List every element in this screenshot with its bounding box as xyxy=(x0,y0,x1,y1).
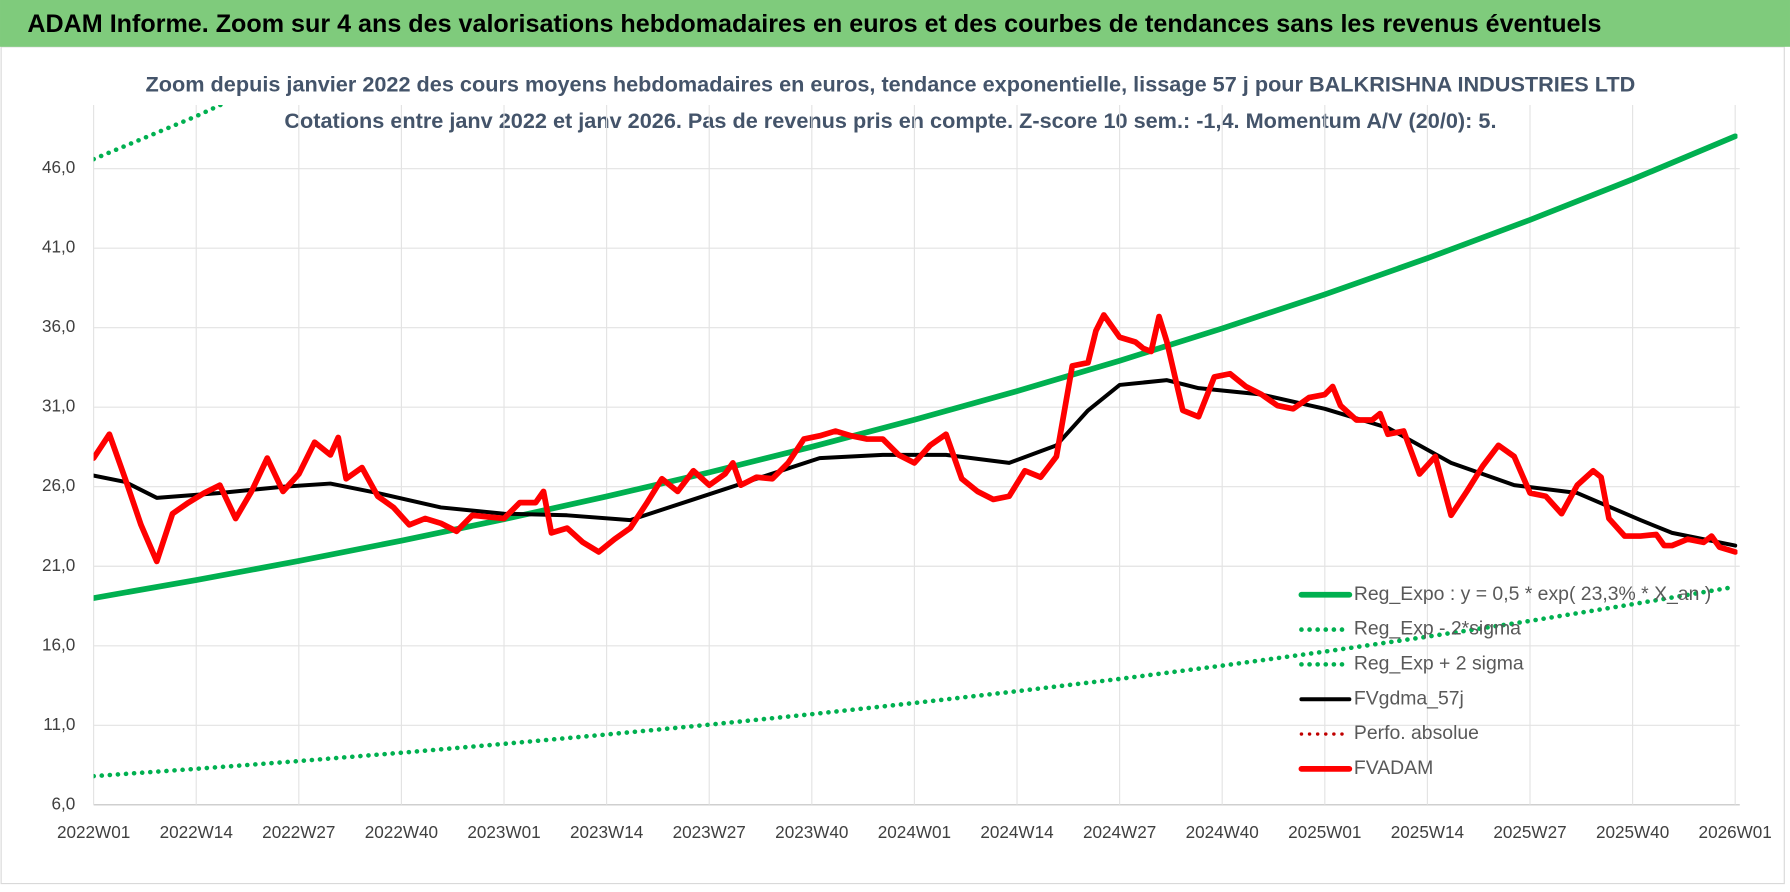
y-tick-label: 36,0 xyxy=(42,317,75,336)
y-tick-label: 11,0 xyxy=(43,715,75,734)
x-tick-label: 2024W27 xyxy=(1083,823,1156,842)
x-tick-label: 2022W01 xyxy=(57,823,130,842)
chart-subtitle: Zoom depuis janvier 2022 des cours moyen… xyxy=(146,71,1636,96)
x-tick-label: 2022W27 xyxy=(262,823,335,842)
x-tick-label: 2024W01 xyxy=(878,823,951,842)
x-tick-label: 2023W14 xyxy=(570,823,644,842)
y-tick-label: 26,0 xyxy=(42,476,75,495)
y-tick-label: 41,0 xyxy=(42,238,75,257)
x-tick-label: 2026W01 xyxy=(1699,823,1772,842)
series-line xyxy=(93,584,1738,779)
x-tick-label: 2025W27 xyxy=(1493,823,1566,842)
y-tick-label: 21,0 xyxy=(42,556,75,575)
banner xyxy=(0,0,1790,47)
x-tick-label: 2022W14 xyxy=(160,823,234,842)
x-tick-label: 2022W40 xyxy=(365,823,438,842)
page-title: ADAM Informe. Zoom sur 4 ans des valoris… xyxy=(27,10,1601,38)
series-line xyxy=(93,378,1738,548)
y-tick-label: 46,0 xyxy=(42,158,75,177)
legend-label: FVADAM xyxy=(1354,757,1433,779)
x-tick-label: 2025W14 xyxy=(1391,823,1465,842)
series-line xyxy=(93,105,226,162)
legend-label: Perfo. absolue xyxy=(1354,722,1479,744)
y-tick-label: 16,0 xyxy=(42,635,75,654)
plot-area xyxy=(93,105,1738,779)
x-tick-label: 2024W14 xyxy=(980,823,1054,842)
legend-label: Reg_Expo : y = 0,5 * exp( 23,3% * X_an ) xyxy=(1354,583,1711,605)
chart-subtitle: Cotations entre janv 2022 et janv 2026. … xyxy=(284,108,1496,133)
legend-label: FVgdma_57j xyxy=(1354,687,1464,709)
y-tick-label: 6,0 xyxy=(52,794,76,813)
legend-label: Reg_Exp + 2 sigma xyxy=(1354,653,1524,675)
series-line xyxy=(93,133,1738,601)
grid: 6,0 11,0 16,0 21,0 26,0 31,0 36,0 41,0 46,0 2022W… xyxy=(42,105,1772,842)
legend: Reg_Expo : y = 0,5 * exp( 23,3% * X_an )… xyxy=(1298,583,1711,779)
legend-label: Reg_Exp - 2*sigma xyxy=(1354,618,1521,640)
y-tick-label: 31,0 xyxy=(42,397,75,416)
x-tick-label: 2025W40 xyxy=(1596,823,1669,842)
x-tick-label: 2024W40 xyxy=(1186,823,1259,842)
x-tick-label: 2023W27 xyxy=(673,823,746,842)
x-tick-label: 2025W01 xyxy=(1288,823,1361,842)
series-line xyxy=(93,312,1738,565)
x-tick-label: 2023W01 xyxy=(467,823,540,842)
x-tick-label: 2023W40 xyxy=(775,823,848,842)
